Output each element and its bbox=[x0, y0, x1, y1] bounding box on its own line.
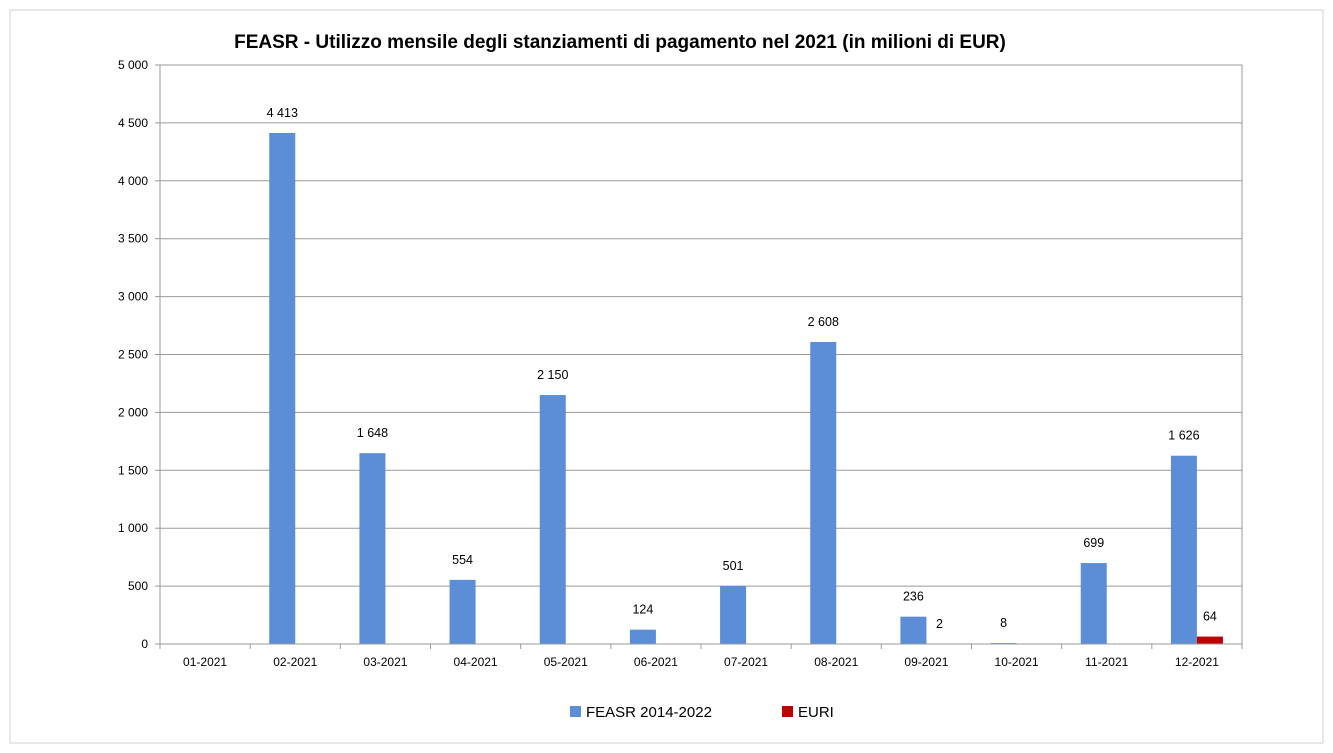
x-tick-label: 11-2021 bbox=[1085, 655, 1128, 669]
data-label: 64 bbox=[1203, 610, 1217, 624]
x-axis-tick-labels: 01-2021 02-2021 03-2021 04-2021 05-2021 06-20… bbox=[183, 655, 1219, 669]
data-label: 8 bbox=[1000, 616, 1007, 630]
bar-feasr bbox=[720, 585, 747, 644]
x-tick-label: 03-2021 bbox=[363, 655, 407, 669]
data-label: 2 608 bbox=[808, 315, 839, 329]
bar-feasr bbox=[810, 341, 837, 644]
data-label: 236 bbox=[903, 590, 924, 604]
y-tick-label: 4 000 bbox=[118, 174, 148, 188]
x-tick-label: 10-2021 bbox=[995, 655, 1039, 669]
data-label: 699 bbox=[1083, 536, 1104, 550]
y-tick-label: 2 000 bbox=[118, 405, 148, 419]
data-label: 4 413 bbox=[267, 106, 298, 120]
legend-label: FEASR 2014-2022 bbox=[586, 704, 712, 721]
y-tick-label: 5 000 bbox=[118, 58, 148, 72]
bar-feasr bbox=[359, 453, 386, 644]
data-label: 501 bbox=[723, 559, 744, 573]
data-label: 554 bbox=[452, 553, 473, 567]
bars bbox=[269, 132, 1223, 644]
legend-label: EURI bbox=[798, 704, 834, 721]
y-axis-tick-labels: 0 500 1 000 1 500 2 000 2 500 3 000 3 500 4 000 4… bbox=[118, 58, 148, 651]
x-tick-label: 08-2021 bbox=[814, 655, 858, 669]
y-tick-label: 1 000 bbox=[118, 521, 148, 535]
x-tick-label: 12-2021 bbox=[1175, 655, 1219, 669]
data-label: 1 626 bbox=[1168, 429, 1199, 443]
chart-title: FEASR - Utilizzo mensile degli stanziame… bbox=[234, 32, 1006, 53]
x-tick-label: 09-2021 bbox=[904, 655, 948, 669]
bar-feasr bbox=[449, 579, 476, 644]
y-tick-label: 500 bbox=[128, 579, 148, 593]
data-labels: 4 413 1 648 554 2 150 124 501 2 608 236 2 8 699 1 6… bbox=[267, 106, 1217, 631]
data-label: 2 150 bbox=[537, 368, 568, 382]
axes bbox=[155, 64, 1243, 649]
x-tick-label: 01-2021 bbox=[183, 655, 227, 669]
bar-feasr bbox=[539, 395, 566, 644]
x-tick-label: 07-2021 bbox=[724, 655, 768, 669]
bar-feasr bbox=[1080, 563, 1107, 644]
legend: FEASR 2014-2022 EURI bbox=[570, 704, 834, 721]
bar-euri bbox=[1196, 636, 1223, 644]
data-label: 2 bbox=[936, 617, 943, 631]
y-tick-label: 3 500 bbox=[118, 232, 148, 246]
data-label: 124 bbox=[632, 603, 653, 617]
x-tick-label: 04-2021 bbox=[454, 655, 498, 669]
chart-area-border bbox=[9, 9, 1324, 744]
bar-feasr bbox=[269, 132, 296, 644]
x-tick-label: 02-2021 bbox=[273, 655, 317, 669]
data-label: 1 648 bbox=[357, 426, 388, 440]
legend-swatch bbox=[570, 706, 581, 717]
y-tick-label: 2 500 bbox=[118, 348, 148, 362]
y-tick-label: 3 000 bbox=[118, 290, 148, 304]
bar-feasr bbox=[900, 616, 927, 644]
legend-swatch bbox=[782, 706, 793, 717]
y-tick-label: 4 500 bbox=[118, 116, 148, 130]
y-tick-label: 0 bbox=[141, 637, 148, 651]
bar-feasr bbox=[1170, 455, 1197, 644]
bar-feasr bbox=[629, 629, 656, 644]
y-tick-label: 1 500 bbox=[118, 463, 148, 477]
x-tick-label: 05-2021 bbox=[544, 655, 588, 669]
x-tick-label: 06-2021 bbox=[634, 655, 678, 669]
